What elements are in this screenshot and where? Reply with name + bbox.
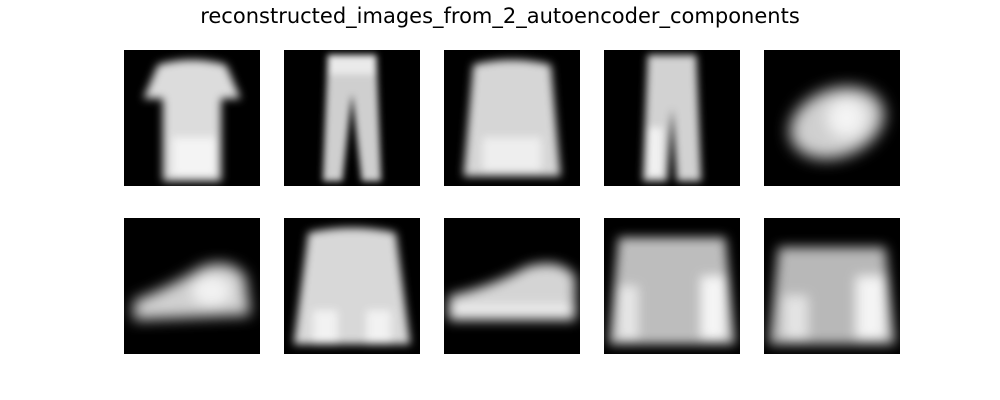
figure-title: reconstructed_images_from_2_autoencoder_…	[200, 4, 800, 28]
reconstructed-image-r2c3	[444, 218, 580, 354]
reconstructed-image-r1c5	[764, 50, 900, 186]
reconstructed-image-r1c2	[284, 50, 420, 186]
reconstructed-image-r1c3	[444, 50, 580, 186]
reconstructed-image-r1c1	[124, 50, 260, 186]
reconstructed-image-r2c2	[284, 218, 420, 354]
reconstructed-image-r1c4	[604, 50, 740, 186]
reconstructed-image-r2c1	[124, 218, 260, 354]
reconstructed-image-r2c5	[764, 218, 900, 354]
reconstructed-image-r2c4	[604, 218, 740, 354]
